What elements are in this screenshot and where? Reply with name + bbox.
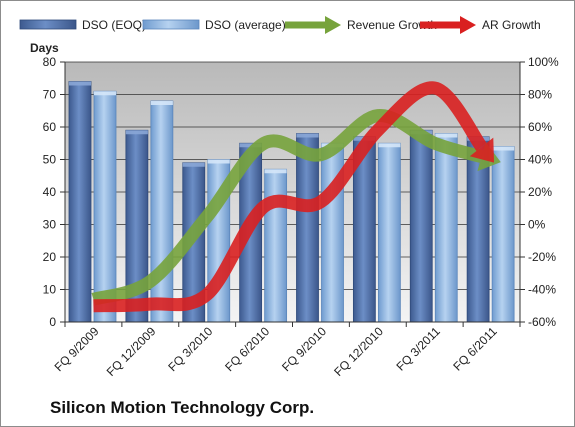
legend-arrowhead bbox=[460, 16, 476, 34]
bar-dso-eoq-4 bbox=[296, 133, 319, 323]
legend-item-dso-average: DSO (average) bbox=[142, 18, 286, 32]
y-right-tick-label: 20% bbox=[528, 185, 552, 199]
y-right-tick-label: 0% bbox=[528, 218, 546, 232]
bar-dso-average-1 bbox=[150, 100, 174, 323]
bar-dso-average-3 bbox=[264, 168, 288, 323]
legend-label: DSO (EOQ) bbox=[82, 18, 146, 32]
chart-title: Silicon Motion Technology Corp. bbox=[50, 398, 315, 417]
legend-arrowhead bbox=[325, 16, 341, 34]
legend-swatch bbox=[19, 19, 77, 30]
legend-swatch bbox=[142, 19, 200, 30]
y-right-tick-label: 80% bbox=[528, 88, 552, 102]
line-ar-growth bbox=[93, 81, 495, 313]
legend-label: Revenue Growth bbox=[347, 18, 437, 32]
y-left-tick-label: 60 bbox=[43, 120, 57, 134]
y-right-tick-label: 60% bbox=[528, 120, 552, 134]
y-left-tick-label: 20 bbox=[43, 250, 57, 264]
y-axis-label: Days bbox=[30, 41, 59, 55]
bar-dso-average-6 bbox=[434, 133, 458, 323]
arrowhead-ar-growth bbox=[469, 137, 495, 163]
bar-dso-average-0 bbox=[93, 90, 117, 323]
legend-item-dso-eoq: DSO (EOQ) bbox=[19, 18, 146, 32]
y-right-tick-label: 100% bbox=[528, 55, 559, 69]
legend-item-revenue-growth: Revenue Growth bbox=[285, 16, 437, 34]
y-right-tick-label: -40% bbox=[528, 283, 556, 297]
y-left-tick-label: 10 bbox=[43, 283, 57, 297]
y-left-tick-label: 50 bbox=[43, 153, 57, 167]
y-right-tick-label: 40% bbox=[528, 153, 552, 167]
y-left-tick-label: 80 bbox=[43, 55, 57, 69]
growth-lines bbox=[91, 81, 501, 313]
legend: DSO (EOQ) DSO (average) Revenue Growth AR G… bbox=[19, 16, 541, 34]
y-left-tick-label: 0 bbox=[49, 315, 56, 329]
bar-dso-average-5 bbox=[377, 142, 401, 323]
bar-dso-eoq-0 bbox=[68, 81, 92, 323]
bar-dso-average-4 bbox=[321, 142, 344, 323]
bar-dso-average-7 bbox=[491, 146, 515, 323]
y-right-tick-label: -20% bbox=[528, 250, 556, 264]
y-left-tick-label: 40 bbox=[43, 185, 57, 199]
legend-label: AR Growth bbox=[482, 18, 541, 32]
y-left-tick-label: 70 bbox=[43, 88, 57, 102]
legend-label: DSO (average) bbox=[205, 18, 286, 32]
bar-dso-eoq-6 bbox=[409, 129, 433, 323]
y-right-tick-label: -60% bbox=[528, 315, 556, 329]
y-left-tick-label: 30 bbox=[43, 218, 57, 232]
legend-item-ar-growth: AR Growth bbox=[420, 16, 541, 34]
